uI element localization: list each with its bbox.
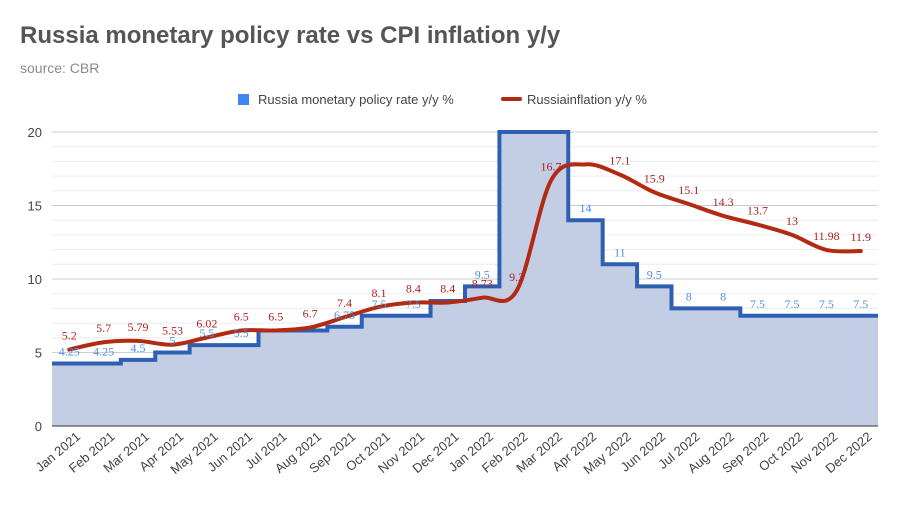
rate-data-label: 6.75 (334, 308, 355, 322)
y-tick-label: 20 (28, 125, 42, 140)
y-tick-label: 5 (35, 346, 42, 361)
inflation-data-label: 11.98 (813, 229, 840, 243)
rate-data-label: 4.25 (93, 345, 114, 359)
inflation-data-label: 5.2 (62, 329, 77, 343)
chart-subtitle: source: CBR (20, 60, 100, 76)
legend-rate-swatch (238, 94, 249, 105)
inflation-data-label: 15.9 (644, 171, 665, 185)
inflation-data-label: 6.7 (303, 307, 318, 321)
y-tick-label: 0 (35, 419, 42, 434)
rate-data-label: 7.5 (853, 297, 868, 311)
inflation-line (67, 162, 863, 352)
rate-data-label: 7.5 (406, 297, 421, 311)
inflation-data-label: 6.5 (268, 309, 283, 323)
legend: Russia monetary policy rate y/y % Russiai… (238, 92, 647, 107)
inflation-data-label: 11.9 (851, 230, 872, 244)
rate-data-label: 7.5 (819, 297, 834, 311)
inflation-data-label: 15.1 (678, 183, 699, 197)
y-tick-label: 10 (28, 272, 42, 287)
chart-title: Russia monetary policy rate vs CPI infla… (20, 22, 561, 49)
inflation-data-label: 8.4 (440, 282, 455, 296)
y-tick-label: 15 (28, 199, 42, 214)
inflation-data-label: 6.02 (196, 317, 217, 331)
legend-inflation-label: Russiainflation y/y % (527, 92, 647, 107)
rate-data-label: 14 (579, 201, 591, 215)
legend-rate-label: Russia monetary policy rate y/y % (258, 92, 454, 107)
inflation-data-label: 8.1 (371, 286, 386, 300)
series-lines-layer (52, 130, 878, 366)
rate-data-label: 8 (686, 289, 692, 303)
inflation-data-label: 7.4 (337, 296, 352, 310)
rate-data-label: 7.5 (784, 297, 799, 311)
inflation-data-label: 5.53 (162, 324, 183, 338)
inflation-data-label: 8.4 (406, 282, 421, 296)
rate-area-fill (52, 132, 878, 426)
rate-area-layer (52, 132, 878, 426)
rate-data-label: 9.5 (647, 267, 662, 281)
inflation-data-label: 13.7 (747, 204, 768, 218)
inflation-data-label: 16.7 (541, 160, 562, 174)
inflation-data-label: 5.79 (128, 320, 149, 334)
rate-data-label: 11 (614, 245, 626, 259)
rate-data-label: 8 (720, 289, 726, 303)
inflation-data-label: 5.7 (96, 321, 111, 335)
rate-data-label: 5.5 (234, 326, 249, 340)
rate-data-label: 9.5 (475, 267, 490, 281)
inflation-data-label: 13 (786, 214, 798, 228)
rate-data-label: 5 (169, 334, 175, 348)
inflation-data-label: 6.5 (234, 309, 249, 323)
rate-data-label: 7.5 (371, 297, 386, 311)
rate-data-label: 5.5 (199, 326, 214, 340)
inflation-data-label: 14.3 (713, 195, 734, 209)
rate-data-label: 7.5 (750, 297, 765, 311)
inflation-data-label: 8.73 (472, 277, 493, 291)
data-labels-layer: 5.2 5.7 5.79 5.53 6.02 6.5 6.5 6.7 7.4 8.1 8.4 8.4 8… (59, 154, 871, 359)
rate-data-label: 4.5 (131, 341, 146, 355)
rate-data-label: 4.25 (59, 345, 80, 359)
inflation-data-label: 9.2 (509, 270, 524, 284)
inflation-data-label: 17.1 (609, 154, 630, 168)
